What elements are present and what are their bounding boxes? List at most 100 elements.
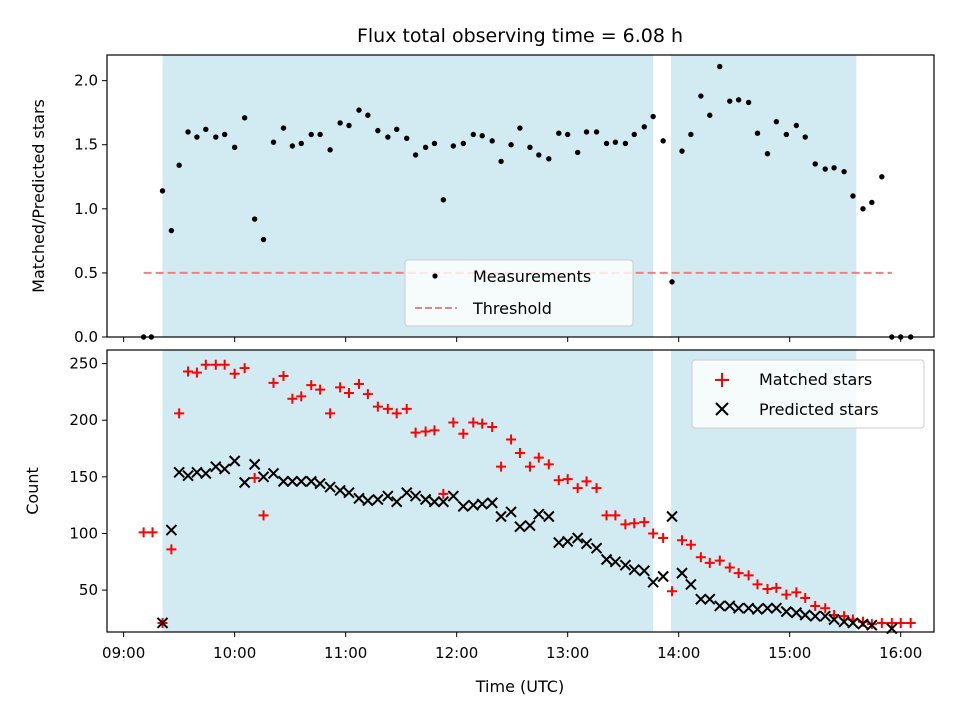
predicted-stars-point: [238, 476, 251, 489]
predicted-stars-point: [561, 535, 574, 548]
measurements-point: [440, 197, 447, 203]
matched-stars-point: [639, 517, 650, 528]
measurements-point: [536, 152, 542, 158]
top-legend: Measurements Threshold: [404, 259, 634, 327]
predicted-stars-point: [505, 506, 517, 518]
matched-stars-point: [335, 382, 346, 393]
matched-stars-point: [677, 535, 688, 546]
matched-stars-point: [183, 366, 194, 377]
predicted-stars-point: [580, 537, 593, 550]
matched-stars-point: [315, 384, 326, 395]
x-axis-label: Time (UTC): [475, 677, 564, 696]
matched-stars-point: [658, 533, 669, 543]
top-y-axis-label: Matched/Predicted stars: [29, 99, 48, 293]
matched-stars-point: [620, 519, 631, 530]
measurements-point: [470, 131, 477, 138]
predicted-stars-point: [391, 496, 403, 508]
legend-threshold-label: Threshold: [472, 299, 552, 318]
matched-stars-point: [258, 510, 269, 521]
measurements-point: [365, 112, 371, 118]
predicted-stars-point: [495, 510, 507, 523]
measurements-point: [159, 188, 166, 194]
matched-stars-point: [562, 474, 573, 485]
top-ytick-label: 1.5: [74, 136, 98, 154]
predicted-stars-point: [409, 490, 422, 502]
matched-stars-point: [762, 583, 773, 594]
matched-stars-point: [429, 425, 440, 436]
matched-stars-point: [610, 510, 621, 521]
matched-stars-point: [543, 459, 554, 470]
measurements-point: [394, 126, 400, 133]
measurements-point: [583, 129, 590, 135]
predicted-stars-point: [524, 519, 536, 532]
bot-ytick-label: 100: [69, 524, 98, 542]
predicted-stars-point: [628, 564, 640, 576]
predicted-stars-point: [343, 486, 355, 499]
measurements-point: [574, 149, 581, 156]
measurements-point: [754, 130, 761, 136]
predicted-stars-point: [751, 603, 764, 616]
bottom-y-axis-label: Count: [23, 467, 42, 515]
predicted-stars-point: [156, 617, 169, 629]
legend-matched-marker: [715, 373, 729, 387]
measurements-point: [460, 140, 467, 147]
top-ytick-label: 0.0: [74, 328, 98, 346]
matched-stars-point: [771, 582, 782, 593]
matched-stars-point: [401, 403, 412, 414]
predicted-stars-point: [324, 481, 336, 493]
measurements-point: [556, 130, 562, 136]
predicted-stars-point: [200, 467, 212, 480]
matched-stars-point: [306, 380, 317, 391]
matched-stars-point: [278, 371, 289, 382]
matched-stars-point: [448, 417, 459, 428]
measurements-point: [337, 120, 343, 126]
matched-stars-point: [296, 391, 307, 402]
predicted-stars-point: [714, 600, 726, 612]
predicted-stars-point: [543, 510, 555, 523]
matched-stars-point: [685, 539, 696, 550]
measurements-point: [641, 124, 647, 130]
measurements-point: [356, 107, 362, 113]
matched-stars-point: [268, 377, 279, 388]
predicted-stars-point: [476, 498, 488, 510]
xtick-label: 10:00: [213, 644, 256, 662]
xtick-label: 13:00: [546, 644, 589, 662]
predicted-stars-point: [732, 602, 745, 614]
measurements-point: [764, 151, 771, 157]
matched-stars-point: [391, 408, 402, 419]
matched-stars-point: [905, 617, 916, 628]
legend-measurements-label: Measurements: [473, 267, 591, 286]
matched-stars-point: [506, 434, 517, 445]
predicted-stars-point: [695, 593, 707, 605]
predicted-stars-point: [257, 471, 270, 483]
matched-stars-point: [810, 600, 821, 611]
predicted-stars-point: [401, 486, 413, 499]
measurements-point: [802, 134, 808, 140]
measurements-point: [650, 113, 656, 120]
matched-stars-point: [581, 476, 592, 487]
matched-stars-point: [714, 555, 725, 566]
predicted-stars-point: [267, 467, 280, 480]
measurements-point: [498, 158, 504, 165]
predicted-stars-point: [314, 477, 326, 490]
predicted-stars-point: [790, 607, 803, 619]
bottom-panel: 50 100 150 200 250 09:00 10:00 11:00 12:00 13:00…: [23, 349, 935, 696]
top-ytick-label: 0.5: [74, 264, 98, 282]
predicted-stars-point: [218, 463, 231, 475]
measurements-point: [727, 98, 733, 104]
matched-stars-point: [895, 617, 906, 628]
measurements-point: [213, 134, 219, 140]
measurements-point: [489, 138, 495, 144]
measurements-point: [546, 156, 552, 162]
measurements-point: [194, 134, 200, 140]
matched-stars-point: [239, 363, 250, 374]
measurements-point: [869, 199, 875, 206]
predicted-stars-point: [305, 475, 317, 488]
measurements-point: [385, 134, 391, 140]
predicted-stars-point: [657, 570, 669, 583]
measurements-point: [879, 174, 885, 180]
measurements-point: [841, 168, 847, 175]
predicted-stars-point: [647, 576, 659, 588]
matched-stars-point: [553, 475, 564, 486]
matched-stars-point: [458, 428, 469, 439]
